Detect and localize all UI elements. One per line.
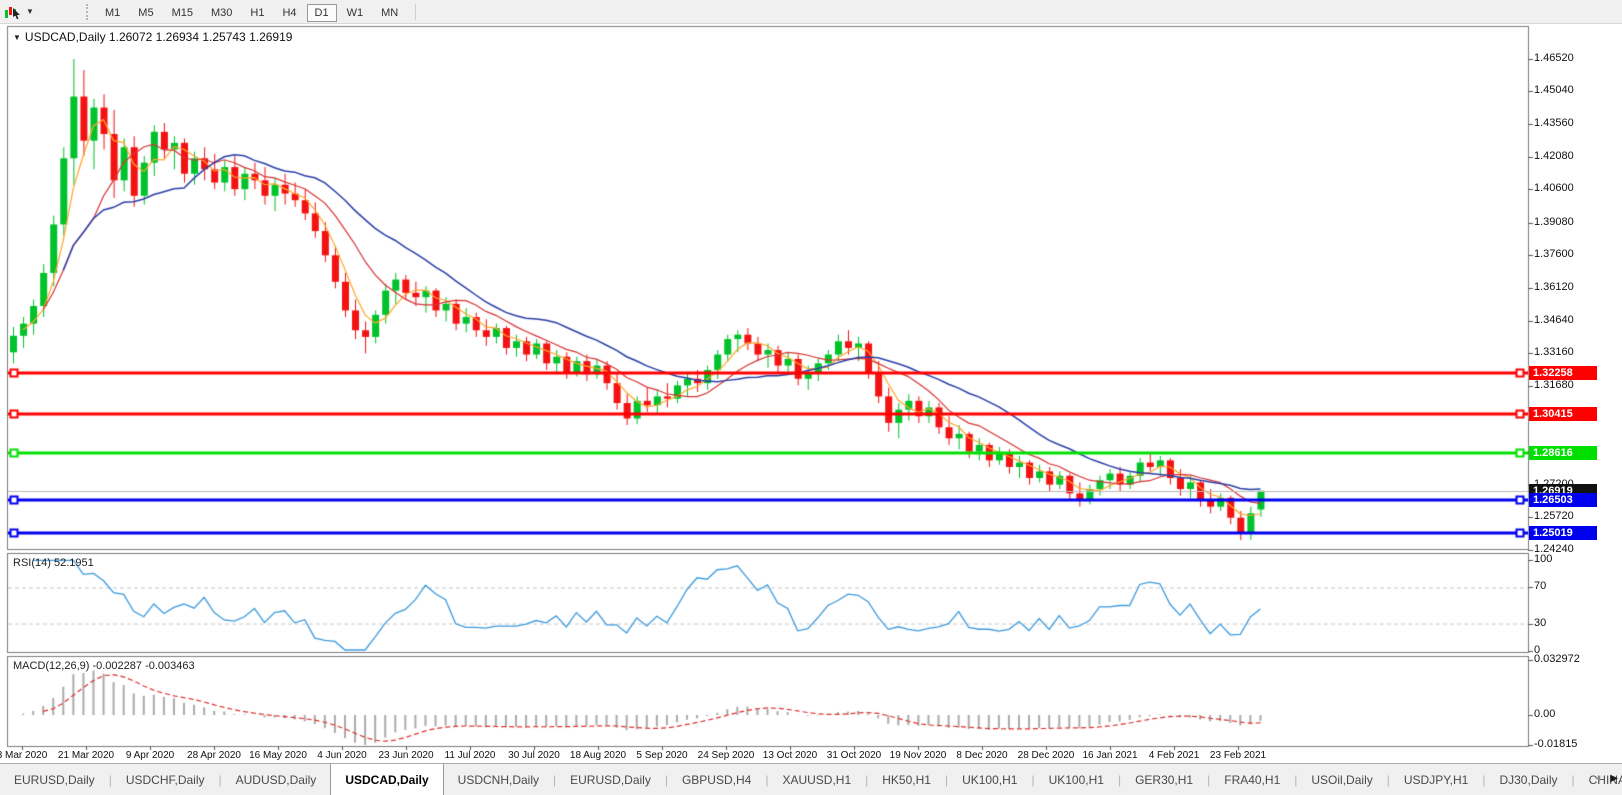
price-axis-tick: 1.36120 xyxy=(1534,280,1574,293)
tab-item-china300-h1[interactable]: CHINA300,H1 xyxy=(1588,772,1622,787)
timeframe-button-m1[interactable]: M1 xyxy=(105,6,121,19)
price-level-label[interactable]: 1.30415 xyxy=(1529,406,1597,421)
date-axis-label: 19 Nov 2020 xyxy=(889,750,947,761)
tab-item-fra40-h1[interactable]: FRA40,H1 xyxy=(1224,772,1281,787)
tab-separator: | xyxy=(1386,772,1390,787)
date-axis-label: 23 Feb 2021 xyxy=(1209,750,1267,761)
tab-item-gbpusd-h4[interactable]: GBPUSD,H4 xyxy=(681,772,752,787)
price-level-label[interactable]: 1.28616 xyxy=(1529,446,1597,461)
tab-item-audusd-daily[interactable]: AUDUSD,Daily xyxy=(235,772,317,787)
date-axis-label: 31 Oct 2020 xyxy=(826,750,882,761)
tab-separator: | xyxy=(1482,772,1486,787)
tab-item-dj30-daily[interactable]: DJ30,Daily xyxy=(1499,772,1558,787)
tab-separator: | xyxy=(1031,772,1035,787)
rsi-axis-tick: 70 xyxy=(1534,580,1547,593)
tab-item-usdcad-daily[interactable]: USDCAD,Daily xyxy=(330,764,444,795)
price-level-label[interactable]: 1.32258 xyxy=(1529,366,1597,381)
tab-separator: | xyxy=(765,772,769,787)
price-axis-tick: 1.25720 xyxy=(1534,510,1574,523)
date-axis-label: 8 Dec 2020 xyxy=(956,750,1008,761)
date-axis-label: 9 Apr 2020 xyxy=(125,750,175,761)
chevron-down-icon: ▼ xyxy=(13,33,21,42)
timeframe-button-h4[interactable]: H4 xyxy=(282,6,297,19)
timeframe-button-h1[interactable]: H1 xyxy=(250,6,265,19)
timeframe-toolbar: ▼ M1 M5 M15 M30 H1 H4 D1 W1 MN xyxy=(0,0,1622,24)
date-axis-label: 16 May 2020 xyxy=(249,750,307,761)
price-axis-tick: 1.39080 xyxy=(1534,215,1574,228)
macd-axis-tick: 0.00 xyxy=(1534,708,1556,720)
tab-separator: | xyxy=(1294,772,1298,787)
tab-item-eurusd-daily[interactable]: EURUSD,Daily xyxy=(14,772,95,787)
macd-axis-tick: 0.032972 xyxy=(1534,653,1580,665)
macd-indicator-label: MACD(12,26,9) -0.002287 -0.003463 xyxy=(13,660,195,672)
price-axis-tick: 1.33160 xyxy=(1534,346,1574,359)
toolbar-separator xyxy=(415,3,417,20)
price-axis-tick: 1.42080 xyxy=(1534,149,1574,162)
tab-separator: | xyxy=(553,772,557,787)
price-axis-tick: 1.34640 xyxy=(1534,313,1574,326)
date-axis-label: 21 Mar 2020 xyxy=(57,750,115,761)
tab-separator: | xyxy=(1571,772,1575,787)
date-axis-label: 13 Oct 2020 xyxy=(762,750,818,761)
tab-separator: | xyxy=(664,772,668,787)
chevron-down-icon[interactable]: ▼ xyxy=(26,7,34,16)
rsi-axis-tick: 100 xyxy=(1534,553,1553,566)
toolbar-grip-handle[interactable] xyxy=(86,3,88,20)
tab-separator: | xyxy=(108,772,112,787)
price-axis-tick: 1.31680 xyxy=(1534,378,1574,391)
date-axis-label: 24 Sep 2020 xyxy=(697,750,755,761)
date-axis-label: 5 Sep 2020 xyxy=(636,750,688,761)
date-axis-label: 30 Jul 2020 xyxy=(508,750,560,761)
tab-separator: | xyxy=(1117,772,1122,787)
symbol-tab-bar: EURUSD,Daily | USDCHF,Daily | AUDUSD,Daily US… xyxy=(0,763,1622,795)
tab-separator: | xyxy=(1207,772,1211,787)
price-axis-tick: 1.40600 xyxy=(1534,182,1574,195)
date-axis-label: 4 Jun 2020 xyxy=(317,750,367,761)
timeframe-button-m30[interactable]: M30 xyxy=(210,6,233,19)
tab-item-eurusd-daily[interactable]: EURUSD,Daily xyxy=(570,772,651,787)
chart-window: ▼ USDCAD,Daily 1.26072 1.26934 1.25743 1.… xyxy=(0,24,1622,763)
tab-item-hk50-h1[interactable]: HK50,H1 xyxy=(882,772,931,787)
tab-item-usoil-daily[interactable]: USOil,Daily xyxy=(1311,772,1373,787)
chart-title: ▼ USDCAD,Daily 1.26072 1.26934 1.25743 1.… xyxy=(13,30,293,44)
timeframe-button-m15[interactable]: M15 xyxy=(171,6,193,19)
tab-scroll-left-icon[interactable]: ◂ xyxy=(1595,773,1601,784)
tab-item-usdjpy-h1[interactable]: USDJPY,H1 xyxy=(1403,772,1469,787)
date-axis-label: 23 Jun 2020 xyxy=(378,750,434,761)
rsi-axis-tick: 0 xyxy=(1534,643,1541,656)
price-axis-tick: 1.24240 xyxy=(1534,542,1574,555)
price-level-label[interactable]: 1.26503 xyxy=(1529,492,1597,507)
tab-separator: | xyxy=(944,772,949,787)
timeframe-button-d1[interactable]: D1 xyxy=(306,3,337,22)
price-axis-tick: 1.46520 xyxy=(1534,51,1574,64)
tab-item-xauusd-h1[interactable]: XAUUSD,H1 xyxy=(782,772,852,787)
tab-item-uk100-h1[interactable]: UK100,H1 xyxy=(962,772,1018,787)
price-axis-tick: 1.45040 xyxy=(1534,84,1574,97)
rsi-axis-tick: 30 xyxy=(1534,616,1547,629)
date-axis-label: 28 Dec 2020 xyxy=(1017,750,1075,761)
date-axis-label: 16 Jan 2021 xyxy=(1082,750,1138,761)
tab-separator: | xyxy=(218,772,222,787)
price-axis-tick: 1.37600 xyxy=(1534,248,1574,261)
timeframe-button-mn[interactable]: MN xyxy=(381,6,399,19)
price-axis-tick: 1.43560 xyxy=(1534,116,1574,129)
tab-scroll-right-icon[interactable]: ▶ xyxy=(1610,773,1618,784)
date-axis-label: 3 Mar 2020 xyxy=(0,750,48,761)
date-axis-label: 28 Apr 2020 xyxy=(187,750,241,761)
date-axis-label: 4 Feb 2021 xyxy=(1148,750,1200,761)
tab-item-usdchf-daily[interactable]: USDCHF,Daily xyxy=(125,772,205,787)
date-axis-label: 11 Jul 2020 xyxy=(444,750,496,761)
price-level-label[interactable]: 1.25019 xyxy=(1529,525,1597,540)
timeframe-button-w1[interactable]: W1 xyxy=(346,6,364,19)
chart-pointer-icon[interactable] xyxy=(4,4,22,20)
date-axis-label: 18 Aug 2020 xyxy=(569,750,627,761)
tab-item-uk100-h1[interactable]: UK100,H1 xyxy=(1048,772,1104,787)
timeframe-button-m5[interactable]: M5 xyxy=(138,6,154,19)
chart-canvas[interactable] xyxy=(0,24,1622,763)
macd-axis-tick: -0.01815 xyxy=(1534,738,1578,751)
rsi-indicator-label: RSI(14) 52.1951 xyxy=(13,557,94,569)
tab-item-usdcnh-daily[interactable]: USDCNH,Daily xyxy=(457,772,540,787)
tab-separator: | xyxy=(865,772,869,787)
tab-item-ger30-h1[interactable]: GER30,H1 xyxy=(1135,772,1194,787)
